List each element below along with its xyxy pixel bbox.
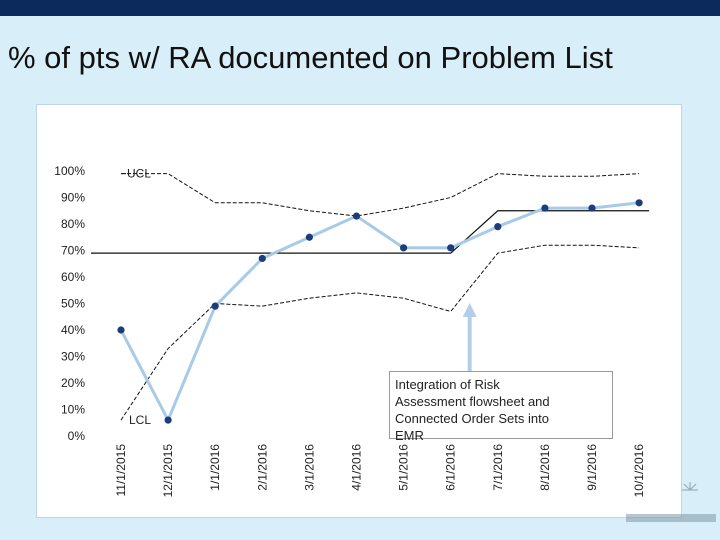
- data-point: [635, 199, 643, 207]
- x-tick-label: 6/1/2016: [444, 444, 458, 491]
- lcl-label: LCL: [129, 413, 151, 427]
- lcl-line: [120, 244, 640, 421]
- data-point: [588, 204, 596, 212]
- ucl-label: UCL: [127, 167, 151, 181]
- data-point: [117, 326, 125, 334]
- x-tick-label: 9/1/2016: [585, 444, 599, 491]
- data-series-line: [119, 201, 640, 424]
- x-tick-label: 3/1/2016: [302, 444, 316, 491]
- y-tick-label: 20%: [61, 376, 85, 390]
- x-tick-label: 10/1/2016: [632, 444, 646, 498]
- data-point: [541, 204, 549, 212]
- annotation-line: Assessment flowsheet and: [395, 394, 550, 409]
- x-tick-label: 8/1/2016: [538, 444, 552, 491]
- ucl-line: [121, 173, 640, 217]
- chart-area: 100% 90% 80% 70% 60% 50% 40% 30% 20% 10% 0% 11/1/20…: [36, 104, 682, 518]
- x-tick-label: 1/1/2016: [208, 444, 222, 491]
- data-point: [258, 254, 266, 263]
- y-tick-label: 70%: [61, 244, 85, 258]
- data-point: [211, 302, 219, 310]
- slide-title: % of pts w/ RA documented on Problem Lis…: [8, 40, 613, 75]
- data-point: [400, 244, 408, 252]
- data-point: [305, 233, 313, 241]
- annotation-line: Integration of Risk: [395, 377, 500, 392]
- organization-logo: [626, 482, 716, 522]
- annotation-line: Connected Order Sets into: [395, 411, 549, 426]
- data-point: [494, 223, 502, 231]
- center-line: [91, 210, 650, 254]
- x-tick-label: 5/1/2016: [397, 444, 411, 491]
- y-tick-label: 30%: [61, 350, 85, 364]
- y-tick-label: 40%: [61, 323, 85, 337]
- x-tick-label: 2/1/2016: [255, 444, 269, 491]
- data-point: [447, 244, 455, 252]
- y-tick-label: 10%: [61, 403, 85, 417]
- y-tick-label: 0%: [68, 429, 86, 443]
- x-tick-label: 11/1/2015: [114, 444, 128, 497]
- annotation-box: Integration of Risk Assessment flowsheet…: [389, 371, 613, 443]
- y-tick-label: 90%: [61, 191, 85, 205]
- annotation-line: EMR: [395, 428, 424, 443]
- x-tick-label: 4/1/2016: [350, 444, 364, 491]
- annotation-arrow-head: [462, 303, 477, 317]
- top-banner-bar: [0, 0, 720, 16]
- control-chart: 100% 90% 80% 70% 60% 50% 40% 30% 20% 10% 0% 11/1/20…: [54, 164, 650, 498]
- y-tick-label: 80%: [61, 217, 85, 231]
- x-tick-label: 7/1/2016: [491, 444, 505, 491]
- y-tick-label: 60%: [61, 270, 85, 284]
- data-point: [352, 212, 361, 220]
- y-tick-label: 50%: [61, 297, 85, 311]
- x-tick-label: 12/1/2015: [161, 444, 175, 498]
- y-tick-label: 100%: [54, 164, 85, 178]
- data-point: [164, 416, 172, 424]
